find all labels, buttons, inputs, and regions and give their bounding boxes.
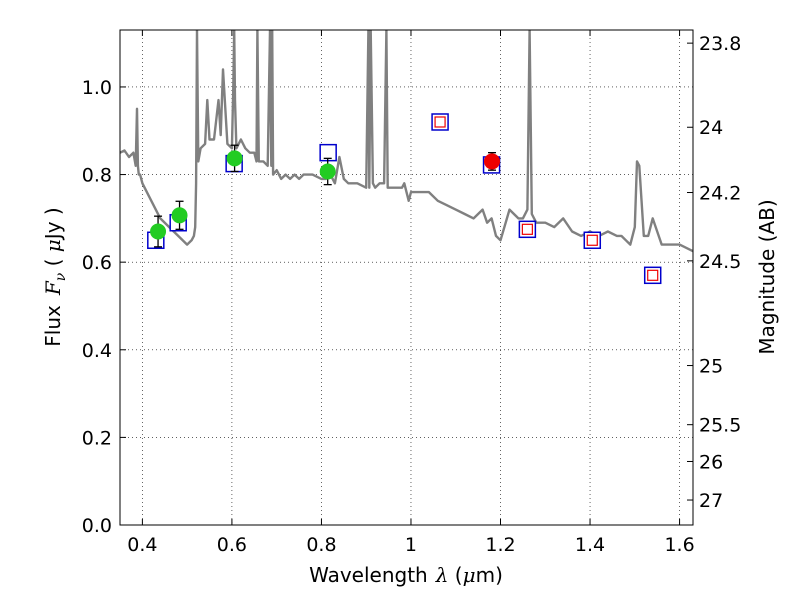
y-tick-label-4: 0.8 bbox=[82, 165, 112, 187]
y-tick-label-1: 0.2 bbox=[82, 427, 112, 449]
y2-tick-label-7: 27 bbox=[699, 490, 723, 512]
y-tick-labels: 0.0 0.2 0.4 0.6 0.8 1.0 bbox=[82, 77, 112, 537]
y2-axis-label: Magnitude (AB) bbox=[755, 199, 779, 354]
observed_optical-point-3 bbox=[319, 163, 336, 180]
x-tick-label-3: 1 bbox=[405, 534, 417, 556]
y2-tick-label-6: 26 bbox=[699, 451, 723, 473]
y2-tick-label-5: 25.5 bbox=[699, 415, 741, 437]
y2-tick-label-3: 24.5 bbox=[699, 251, 741, 273]
observed_optical-point-1 bbox=[171, 207, 188, 224]
upper-limit-point-3 bbox=[647, 269, 659, 281]
x-tick-label-4: 1.2 bbox=[485, 534, 515, 556]
plot-border bbox=[119, 29, 694, 526]
plot-area bbox=[120, 30, 693, 525]
observed_nir-point-0 bbox=[484, 153, 501, 170]
tick-marks bbox=[120, 30, 693, 526]
y2-tick-label-1: 24 bbox=[699, 117, 723, 139]
upper-limit-point-1 bbox=[521, 223, 533, 235]
model-photometry-point-7 bbox=[583, 231, 602, 250]
x-tick-label-5: 1.4 bbox=[575, 534, 605, 556]
x-tick-labels: 0.4 0.6 0.8 1 1.2 1.4 1.6 bbox=[127, 534, 694, 556]
x-tick-label-1: 0.6 bbox=[217, 534, 247, 556]
observed_optical-point-0 bbox=[150, 223, 167, 240]
y-tick-label-0: 0.0 bbox=[82, 515, 112, 537]
y-axis-label: FluxFν ( μJy ) bbox=[41, 207, 69, 346]
plot-frame bbox=[119, 29, 694, 526]
y2-tick-label-2: 24.2 bbox=[699, 183, 741, 205]
y-tick-label-5: 1.0 bbox=[82, 77, 112, 99]
y-tick-label-3: 0.6 bbox=[82, 252, 112, 274]
model-photometry-point-6 bbox=[518, 220, 537, 239]
series-layer bbox=[120, 30, 693, 253]
model-spectrum-line bbox=[120, 30, 693, 253]
y2-tick-label-4: 25 bbox=[699, 356, 723, 378]
x-axis-label: Wavelength λ (μm) bbox=[309, 563, 503, 587]
x-tick-label-6: 1.6 bbox=[664, 534, 694, 556]
x-tick-label-2: 0.8 bbox=[306, 534, 336, 556]
model-photometry-point-4 bbox=[431, 113, 449, 131]
plot-background bbox=[120, 30, 693, 525]
x-tick-label-0: 0.4 bbox=[127, 534, 157, 556]
grid-lines bbox=[120, 30, 693, 526]
y2-tick-labels: 23.8 24 24.2 24.5 25 25.5 26 27 bbox=[699, 33, 741, 512]
upper-limit-point-0 bbox=[434, 116, 446, 128]
observed_optical-point-2 bbox=[226, 150, 243, 167]
y2-tick-label-0: 23.8 bbox=[699, 33, 741, 55]
upper-limit-point-2 bbox=[586, 234, 598, 246]
markers-layer bbox=[147, 113, 662, 285]
y-tick-label-2: 0.4 bbox=[82, 340, 112, 362]
model-photometry-point-8 bbox=[643, 266, 662, 285]
